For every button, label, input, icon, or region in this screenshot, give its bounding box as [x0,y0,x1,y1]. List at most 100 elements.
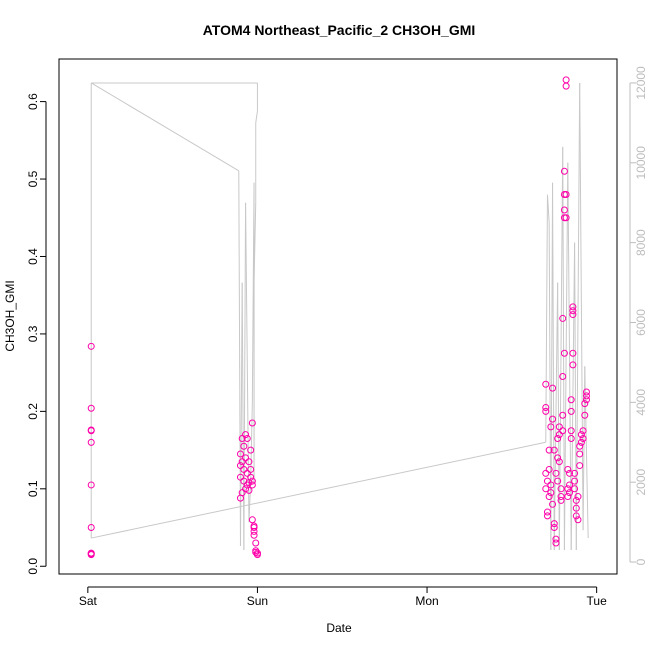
data-point [552,539,560,547]
x-tick-label: Sun [247,594,268,608]
data-point [572,512,580,520]
altitude-line-segment [570,242,576,551]
data-point [560,167,568,175]
y2-tick-label: 0 [634,558,648,565]
data-point [547,481,555,489]
data-point [242,454,250,462]
data-point [240,477,248,485]
x-tick-label: Sat [79,594,98,608]
altitude-line-segment [245,202,250,523]
data-point [87,404,95,412]
data-point [562,82,570,90]
data-point [582,392,590,400]
data-point [554,477,562,485]
data-point [243,434,251,442]
data-point [236,473,244,481]
data-point [571,469,579,477]
data-point [576,462,584,470]
y2-tick-label: 6000 [634,309,648,336]
data-point [549,415,557,423]
data-point [87,524,95,532]
altitude-line-segment [557,282,560,551]
altitude-line-segment [91,441,546,539]
data-point [542,407,550,415]
data-point [542,469,550,477]
altitude-line-segment [552,182,555,551]
data-point [555,423,563,431]
data-point [545,493,553,501]
y-axis-label: CH3OH_GMI [3,280,17,351]
altitude-line-segment [563,162,569,551]
data-point [577,438,585,446]
y2-tick-label: 2000 [634,469,648,496]
data-point [552,535,560,543]
altitude-line-segment [574,242,577,551]
data-point [545,465,553,473]
data-point [564,485,572,493]
altitude-line-segment [575,82,581,551]
data-point [582,388,590,396]
data-point [559,373,567,381]
altitude-line-segment [251,182,255,403]
altitude-line-segment [90,82,240,172]
data-point [250,524,258,532]
data-point [87,481,95,489]
x-tick-label: Tue [587,594,608,608]
x-axis-label: Date [326,621,352,635]
data-point [250,527,258,535]
data-point [581,411,589,419]
y2-tick-label: 12000 [634,66,648,100]
data-point [552,469,560,477]
data-point [559,314,567,322]
data-point [562,191,570,199]
y2-tick-label: 10000 [634,146,648,180]
data-point [243,469,251,477]
data-point [576,450,584,458]
data-point [247,473,255,481]
data-point [242,431,250,439]
data-point [245,486,253,494]
data-point [247,446,255,454]
data-point [550,524,558,532]
data-point [579,434,587,442]
altitude-line-segment [562,146,565,551]
data-point [562,76,570,84]
altitude-line-segment [567,162,572,551]
altitude-line-segment [546,194,550,223]
data-point [562,214,570,222]
y-tick-label: 0.0 [26,558,40,575]
data-point [555,458,563,466]
altitude-line-segment [243,202,247,551]
data-point [248,516,256,524]
data-point [87,426,95,434]
data-point [542,485,550,493]
data-point [560,349,568,357]
data-point [238,489,246,497]
y-axis: 0.0 0.1 0.2 0.3 0.4 0.5 0.6 [26,93,47,575]
y2-tick-label: 8000 [634,229,648,256]
data-point [577,431,585,439]
data-point [579,427,587,435]
y-tick-label: 0.1 [26,480,40,497]
data-point [581,400,589,408]
data-point [557,493,565,501]
y-tick-label: 0.6 [26,93,40,110]
data-point [571,485,579,493]
data-point [582,396,590,404]
altitude-line-segment [584,366,589,539]
data-point [236,462,244,470]
data-point [567,407,575,415]
data-point [247,465,255,473]
data-point [253,551,261,559]
altitude-line [90,82,589,551]
data-point [240,465,248,473]
data-point [576,442,584,450]
data-point [87,342,95,350]
data-point [557,496,565,504]
data-point [567,396,575,404]
data-point [550,446,558,454]
altitude-line-segment [238,170,241,547]
data-point [566,489,574,497]
